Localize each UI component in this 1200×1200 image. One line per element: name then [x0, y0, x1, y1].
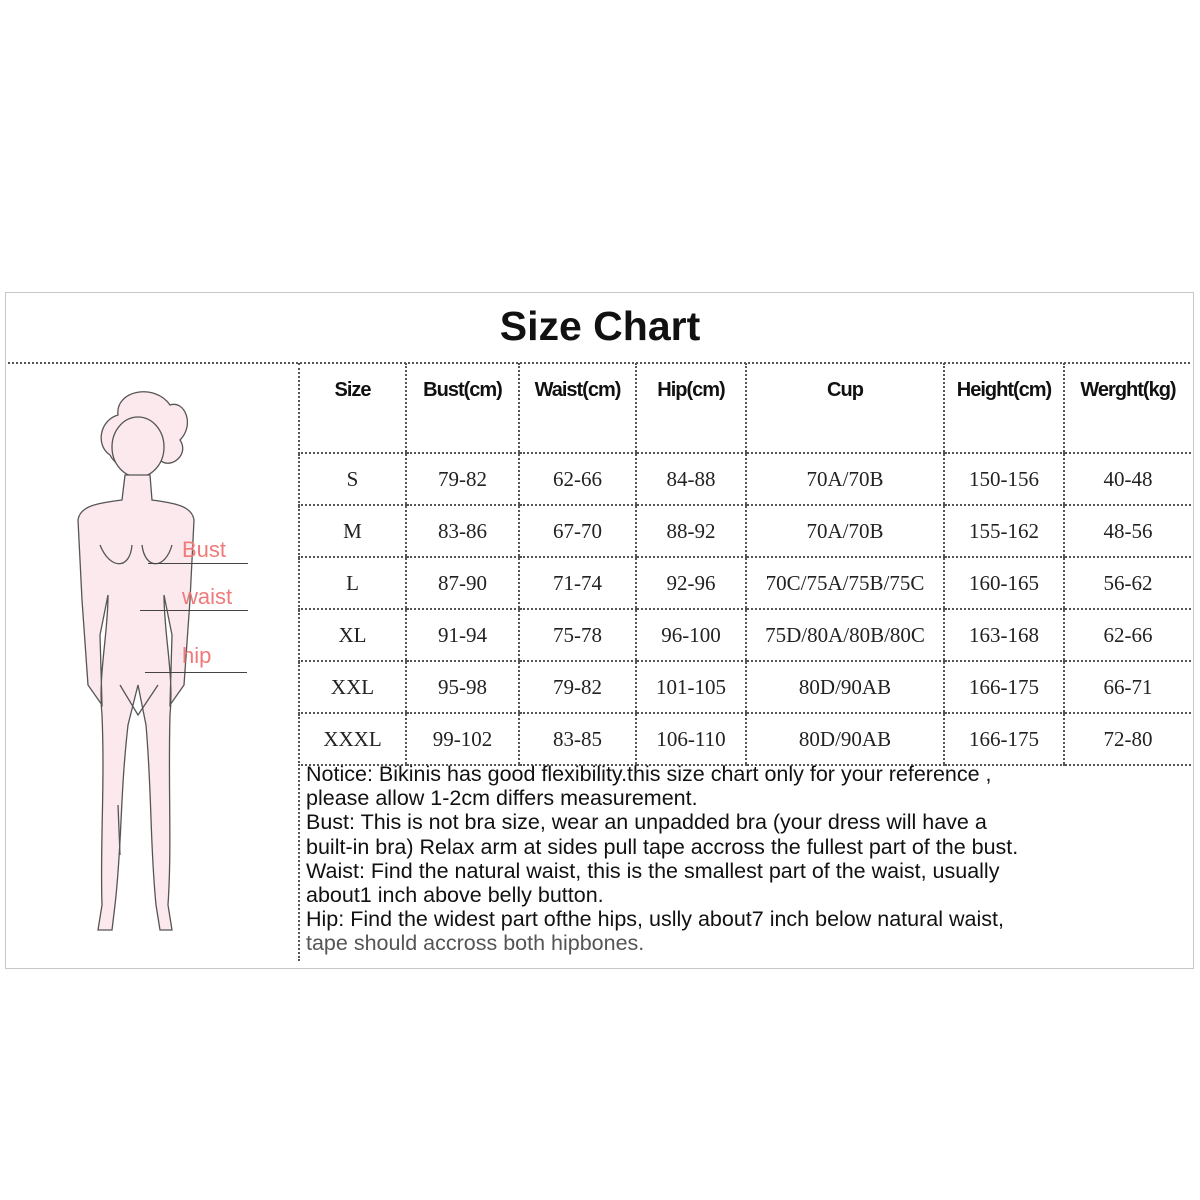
notice-line: Bust: This is not bra size, wear an unpa… — [306, 810, 987, 835]
cell-hip: 106-110 — [635, 713, 746, 766]
header-waist: Waist(cm) — [518, 363, 636, 454]
notice-line: about1 inch above belly button. — [306, 883, 604, 908]
cell-bust: 79-82 — [405, 453, 519, 506]
notice-line: tape should accross both hipbones. — [306, 931, 645, 956]
header-height: Height(cm) — [943, 363, 1064, 454]
cell-waist: 83-85 — [518, 713, 636, 766]
cell-size: XXXL — [298, 713, 406, 766]
cell-bust: 99-102 — [405, 713, 519, 766]
cell-bust: 87-90 — [405, 557, 519, 610]
cell-cup: 70A/70B — [745, 453, 944, 506]
cell-hip: 96-100 — [635, 609, 746, 662]
notice-line: Hip: Find the widest part ofthe hips, us… — [306, 907, 1004, 932]
head — [111, 416, 165, 478]
chart-frame — [5, 292, 1194, 969]
header-size: Size — [298, 363, 406, 454]
cell-height: 166-175 — [943, 661, 1064, 714]
page-title: Size Chart — [499, 303, 701, 349]
body — [77, 474, 195, 931]
cell-cup: 80D/90AB — [745, 713, 944, 766]
cell-waist: 79-82 — [518, 661, 636, 714]
cell-weight: 72-80 — [1063, 713, 1191, 766]
cell-cup: 70C/75A/75B/75C — [745, 557, 944, 610]
cell-hip: 88-92 — [635, 505, 746, 558]
cell-weight: 48-56 — [1063, 505, 1191, 558]
cell-hip: 101-105 — [635, 661, 746, 714]
header-bust: Bust(cm) — [405, 363, 519, 454]
cell-weight: 62-66 — [1063, 609, 1191, 662]
cell-waist: 62-66 — [518, 453, 636, 506]
cell-cup: 75D/80A/80B/80C — [745, 609, 944, 662]
cell-size: L — [298, 557, 406, 610]
cell-bust: 91-94 — [405, 609, 519, 662]
cell-height: 160-165 — [943, 557, 1064, 610]
table-row: XL 91-94 75-78 96-100 75D/80A/80B/80C 163-168… — [298, 609, 1191, 662]
hip-line — [145, 672, 247, 673]
header-weight: Werght(kg) — [1063, 363, 1191, 454]
table-row: M 83-86 67-70 88-92 70A/70B 155-162 48-56 — [298, 505, 1191, 558]
cell-hip: 84-88 — [635, 453, 746, 506]
body-figure-illustration — [77, 391, 195, 931]
bust-label: Bust — [182, 537, 227, 562]
header-cup: Cup — [745, 363, 944, 454]
waist-label: waist — [182, 584, 233, 609]
cell-weight: 56-62 — [1063, 557, 1191, 610]
table-row: XXL 95-98 79-82 101-105 80D/90AB 166-175 66-71 — [298, 661, 1191, 714]
cell-size: S — [298, 453, 406, 506]
cell-hip: 92-96 — [635, 557, 746, 610]
cell-cup: 80D/90AB — [745, 661, 944, 714]
notice-text: Notice: Bikinis has good flexibility.thi… — [298, 761, 1190, 961]
bust-line — [148, 563, 248, 564]
table-header-row: Size Bust(cm) Waist(cm) Hip(cm) Cup Heig… — [298, 363, 1191, 454]
hip-label: hip — [182, 643, 212, 668]
cell-weight: 66-71 — [1063, 661, 1191, 714]
cell-size: M — [298, 505, 406, 558]
cell-weight: 40-48 — [1063, 453, 1191, 506]
header-hip: Hip(cm) — [635, 363, 746, 454]
cell-size: XXL — [298, 661, 406, 714]
table-row: L 87-90 71-74 92-96 70C/75A/75B/75C 160-165 56… — [298, 557, 1191, 610]
cell-size: XL — [298, 609, 406, 662]
table-row: XXXL 99-102 83-85 106-110 80D/90AB 166-175 72-… — [298, 713, 1191, 766]
cell-waist: 71-74 — [518, 557, 636, 610]
cell-waist: 75-78 — [518, 609, 636, 662]
notice-line: Notice: Bikinis has good flexibility.thi… — [306, 762, 992, 786]
cell-cup: 70A/70B — [745, 505, 944, 558]
table-row: S 79-82 62-66 84-88 70A/70B 150-156 40-48 — [298, 453, 1191, 506]
cell-height: 150-156 — [943, 453, 1064, 506]
size-table: Size Bust(cm) Waist(cm) Hip(cm) Cup Heig… — [298, 363, 1191, 766]
cell-height: 163-168 — [943, 609, 1064, 662]
cell-bust: 95-98 — [405, 661, 519, 714]
notice-line: built-in bra) Relax arm at sides pull ta… — [306, 834, 1019, 859]
cell-height: 155-162 — [943, 505, 1064, 558]
waist-line — [140, 610, 248, 611]
notice-line: please allow 1-2cm differs measurement. — [306, 786, 698, 811]
cell-bust: 83-86 — [405, 505, 519, 558]
notice-line: Waist: Find the natural waist, this is t… — [306, 858, 1000, 883]
cell-height: 166-175 — [943, 713, 1064, 766]
cell-waist: 67-70 — [518, 505, 636, 558]
